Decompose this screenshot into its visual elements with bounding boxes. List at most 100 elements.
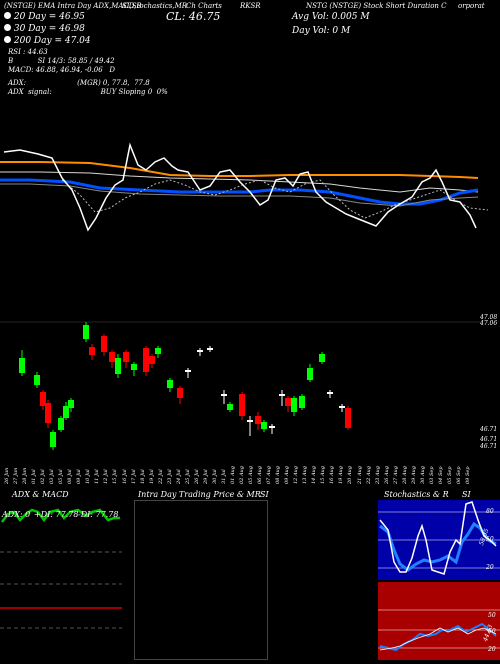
date-tick-label: 02 Jul: [40, 469, 47, 484]
avg-volume-label: Avg Vol: 0.005 M: [292, 12, 370, 22]
candle-up: [115, 358, 121, 374]
price-label-top-1: 47.08: [480, 314, 498, 321]
candle-up: [63, 406, 69, 418]
date-tick-label: 16 Aug: [329, 466, 336, 484]
ema20-row: 20 Day = 46.95: [4, 12, 91, 24]
date-tick-label: 24 Jul: [175, 469, 182, 484]
ema30-dot-icon: [4, 24, 11, 31]
date-tick-label: 01 Jul: [31, 469, 38, 484]
date-tick-label: 12 Aug: [293, 466, 300, 484]
rsi-readout: RSI : 44.63: [8, 48, 48, 56]
candle-doji: [207, 348, 213, 350]
rsi-blue-line: [379, 622, 497, 652]
ema200-dot-icon: [4, 36, 11, 43]
date-tick-label: 05 Aug: [248, 466, 255, 484]
ema20-label: 20 Day = 46.95: [13, 12, 85, 22]
candle-down: [45, 403, 51, 423]
stoch-level-label-80: 80: [486, 508, 494, 515]
date-tick-label: 21 Aug: [356, 466, 363, 484]
candle-doji: [279, 394, 285, 396]
candle-down: [285, 398, 291, 406]
ema-white-line: [0, 171, 479, 193]
candle-up: [307, 368, 313, 380]
candle-up: [299, 396, 305, 408]
date-tick-label: 04 Sep: [437, 466, 444, 484]
stoch-panel-title-si: SI: [462, 490, 471, 499]
date-axis: 26 Jun 27 Jun 28 Jun 01 Jul 02 Jul 03 Jul 05 J…: [0, 454, 480, 488]
candle-down: [177, 388, 183, 398]
candle-doji: [339, 406, 345, 408]
candle-doji: [247, 420, 253, 422]
date-tick-label: 31 Jul: [220, 469, 227, 484]
date-tick-label: 08 Jul: [67, 469, 74, 484]
candle-up: [83, 325, 89, 339]
ema30-label: 30 Day = 46.98: [13, 24, 85, 34]
price-label-bottom-1: 46.71: [480, 426, 498, 433]
rsi-background: [378, 582, 500, 660]
date-tick-label: 13 Aug: [302, 466, 309, 484]
candle-up: [261, 422, 267, 429]
candle-doji: [327, 392, 333, 394]
mr-panel-title: Intra Day Trading Price & MR: [138, 490, 261, 499]
date-tick-label: 07 Aug: [266, 466, 273, 484]
candle-down: [40, 392, 46, 406]
candle-down: [89, 347, 95, 355]
candle-down: [109, 352, 115, 362]
candle-doji: [197, 350, 203, 352]
adx-panel-title: ADX & MACD: [12, 490, 69, 499]
day-volume-label: Day Vol: 0 M: [292, 26, 351, 36]
date-tick-label: 30 Jul: [211, 469, 218, 484]
title-seg-5: NSTG (NSTGE) Stock Short Duration C: [306, 2, 447, 10]
stoch-rsi-panel: 80 50 20 58.85 50 50 20 44.63: [378, 500, 500, 660]
date-tick-label: 03 Sep: [428, 466, 435, 484]
date-tick-label: 15 Aug: [320, 466, 327, 484]
date-tick-label: 23 Jul: [166, 469, 173, 484]
date-tick-label: 27 Aug: [392, 466, 399, 484]
date-tick-label: 06 Aug: [257, 466, 264, 484]
ema-legend: 20 Day = 46.95 30 Day = 46.98 200 Day = …: [4, 12, 91, 48]
date-tick-label: 09 Sep: [464, 466, 471, 484]
stoch-panel-title: Stochastics & R: [384, 490, 449, 499]
mr-panel-title-si: SI: [260, 490, 269, 499]
date-tick-label: 22 Jul: [157, 469, 164, 484]
date-tick-label: 23 Aug: [374, 466, 381, 484]
candle-up: [319, 354, 325, 362]
candle-down: [345, 408, 351, 428]
candle-up: [68, 400, 74, 408]
date-tick-label: 27 Jun: [13, 467, 20, 484]
candle-up: [50, 432, 56, 447]
candle-doji: [185, 370, 191, 372]
date-tick-label: 16 Jul: [121, 469, 128, 484]
date-tick-label: 06 Sep: [455, 466, 462, 484]
price-label-top-2: 47.06: [480, 320, 498, 327]
adx-readout: ADX: (MGR) 0, 77.8, 77.8: [8, 79, 150, 87]
date-tick-label: 17 Jul: [130, 469, 137, 484]
rsi-level-label-3: 20: [488, 646, 496, 653]
date-tick-label: 22 Aug: [365, 466, 372, 484]
rsi-level-label-2: 50: [488, 628, 496, 635]
candle-up: [19, 358, 25, 373]
candle-down: [123, 352, 129, 362]
rsi-level-label-1: 50: [488, 612, 496, 619]
title-seg-4: RKSR: [240, 2, 261, 10]
bsi-readout: B SI 14/3: 58.85 / 49.42: [8, 57, 115, 65]
candle-up: [131, 364, 137, 370]
date-tick-label: 30 Aug: [419, 466, 426, 484]
main-price-chart: [0, 142, 489, 323]
candle-up: [58, 418, 64, 430]
ema30-row: 30 Day = 46.98: [4, 24, 91, 36]
date-tick-label: 29 Jul: [202, 469, 209, 484]
chart-header: (NSTGE) EMA Intra Day ADX,MACD,B SI,Stoc…: [0, 0, 500, 18]
date-tick-label: 26 Aug: [383, 466, 390, 484]
ema200-row: 200 Day = 47.04: [4, 36, 91, 48]
date-tick-label: 15 Jul: [112, 469, 119, 484]
title-seg-6: orporat: [458, 2, 485, 10]
ema-gray-line: [0, 183, 479, 207]
date-tick-label: 11 Jul: [94, 469, 101, 484]
candle-up: [155, 348, 161, 354]
date-tick-label: 18 Jul: [139, 469, 146, 484]
price-label-bottom-3: 46.71: [480, 443, 498, 450]
date-tick-label: 25 Jul: [184, 469, 191, 484]
plus-di-label: +DI: 77.78: [34, 510, 79, 519]
date-tick-label: 01 Aug: [229, 466, 236, 484]
